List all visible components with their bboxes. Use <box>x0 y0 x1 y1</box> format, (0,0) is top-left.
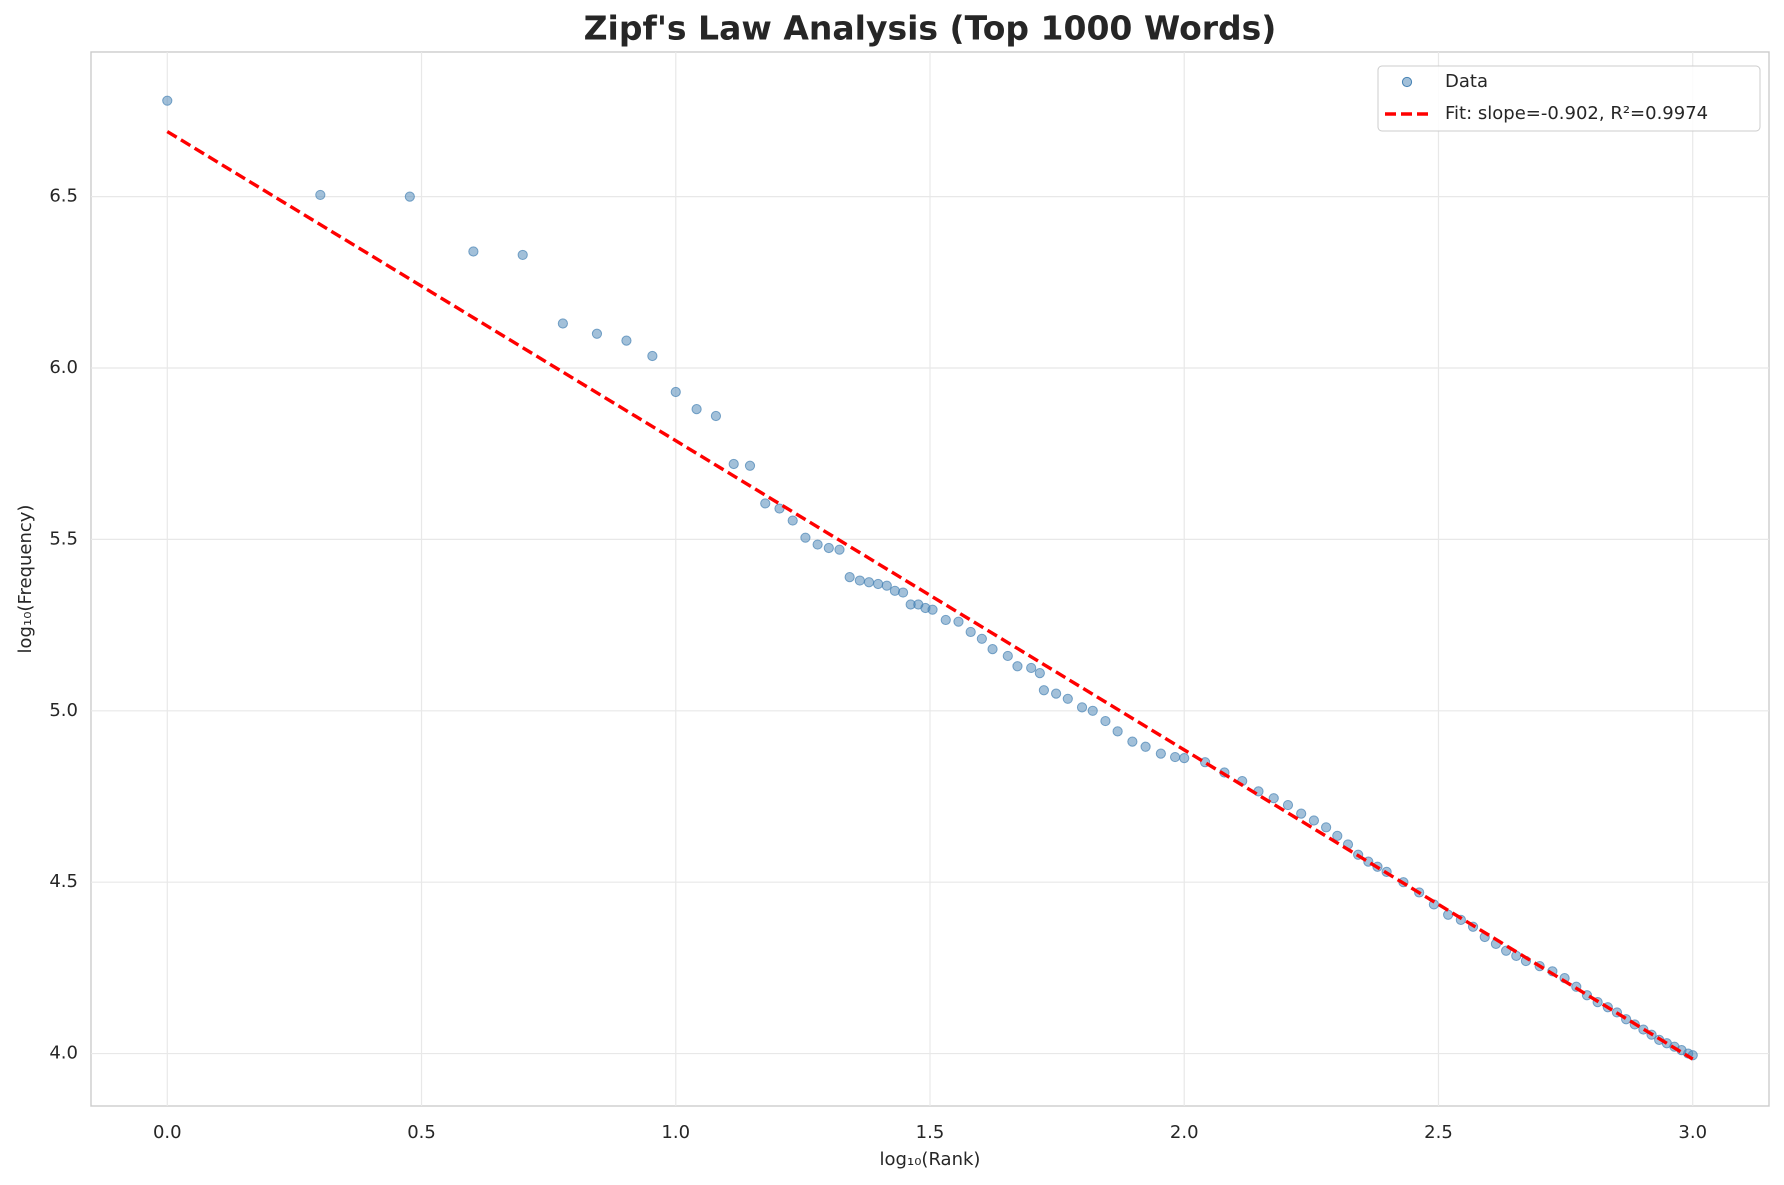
data-point <box>940 614 951 626</box>
data-point <box>1112 726 1123 737</box>
data-point <box>728 458 739 470</box>
data-point <box>1296 808 1307 819</box>
data-point <box>976 633 987 644</box>
data-point <box>812 539 823 550</box>
y-tick-label: 6.0 <box>49 357 78 378</box>
data-point <box>927 604 938 615</box>
data-point <box>1321 822 1332 833</box>
x-tick-label: 0.0 <box>153 1122 182 1143</box>
data-point <box>1062 693 1073 704</box>
data-point <box>468 246 479 257</box>
data-point <box>1308 815 1320 826</box>
x-axis-label: log₁₀(Rank) <box>880 1149 981 1170</box>
data-point <box>404 191 415 202</box>
data-point <box>1268 793 1279 804</box>
data-point <box>823 542 834 554</box>
data-point <box>162 95 173 106</box>
data-point <box>854 575 865 586</box>
data-point <box>881 580 892 591</box>
data-point <box>897 587 909 598</box>
data-point <box>1026 662 1037 674</box>
data-point <box>1051 688 1062 699</box>
data-point <box>760 498 771 509</box>
data-point <box>1076 702 1088 713</box>
data-point <box>1155 748 1166 759</box>
data-point <box>953 616 964 627</box>
data-point <box>1034 667 1045 679</box>
data-point <box>557 318 568 329</box>
legend-label: Data <box>1445 71 1488 92</box>
data-point <box>670 386 681 398</box>
x-tick-label: 2.0 <box>1170 1122 1199 1143</box>
fit-line <box>166 130 1694 1061</box>
data-point <box>1100 715 1111 727</box>
data-point <box>1179 752 1190 764</box>
data-point <box>621 335 632 346</box>
y-axis-label: log₁₀(Frequency) <box>15 505 36 654</box>
data-point <box>1332 830 1343 842</box>
chart-title: Zipf's Law Analysis (Top 1000 Words) <box>584 9 1277 48</box>
data-point <box>1140 741 1151 752</box>
data-point <box>1511 950 1522 961</box>
data-point <box>1038 685 1050 696</box>
data-point <box>1169 751 1181 763</box>
data-point <box>591 328 603 339</box>
data-point <box>517 249 528 261</box>
y-tick-label: 4.0 <box>49 1043 78 1064</box>
data-point <box>844 572 855 583</box>
y-tick-label: 6.5 <box>49 186 78 207</box>
data-point <box>691 404 702 415</box>
data-point <box>1002 650 1013 662</box>
data-point <box>774 503 785 514</box>
data-point <box>787 515 798 526</box>
data-point <box>863 577 875 588</box>
data-point <box>987 643 998 655</box>
data-point <box>834 544 845 555</box>
data-point <box>889 585 901 596</box>
x-tick-label: 2.5 <box>1424 1122 1453 1143</box>
y-tick-label: 5.5 <box>49 528 78 549</box>
y-tick-label: 4.5 <box>49 871 78 892</box>
data-point <box>800 532 811 543</box>
data-point <box>744 460 756 471</box>
data-point <box>1012 661 1023 672</box>
y-tick-label: 5.0 <box>49 700 78 721</box>
data-point <box>965 626 976 638</box>
data-point <box>647 350 658 362</box>
data-point <box>1282 799 1294 811</box>
data-point <box>315 189 326 201</box>
data-point <box>1443 909 1454 920</box>
legend-box <box>1377 65 1761 132</box>
legend-label: Fit: slope=-0.902, R²=0.9974 <box>1445 103 1708 124</box>
x-tick-label: 0.5 <box>407 1122 436 1143</box>
data-point <box>1087 705 1098 716</box>
legend-marker <box>1401 76 1413 88</box>
data-point <box>1127 736 1138 747</box>
x-tick-label: 1.0 <box>661 1122 690 1143</box>
x-tick-label: 3.0 <box>1678 1122 1707 1143</box>
x-tick-label: 1.5 <box>916 1122 945 1143</box>
data-point <box>873 578 884 590</box>
data-point <box>710 410 722 422</box>
